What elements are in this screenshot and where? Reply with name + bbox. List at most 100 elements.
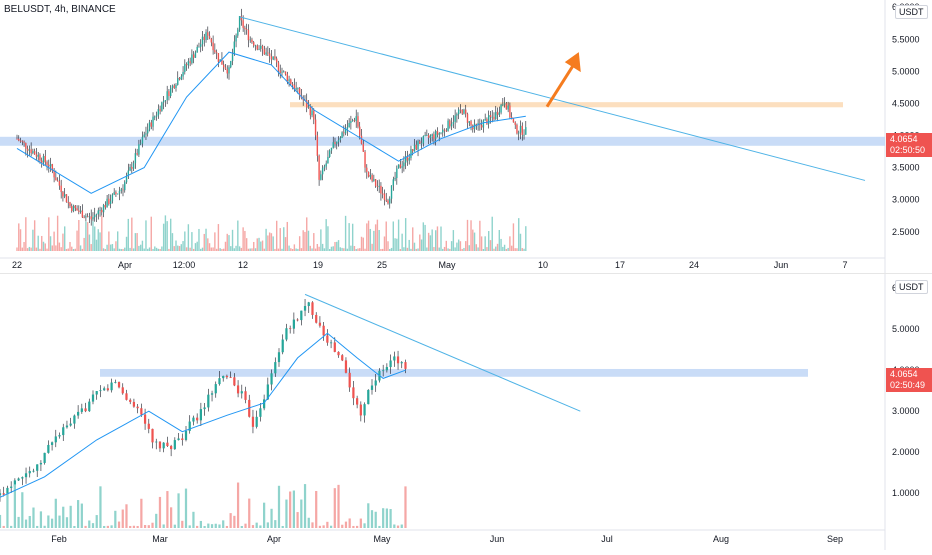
candle (65, 194, 68, 203)
candle (344, 360, 348, 373)
volume-bar (433, 247, 435, 251)
volume-bar (28, 515, 31, 528)
top-x-tick: 17 (615, 260, 625, 270)
candle (260, 45, 262, 49)
candle (452, 121, 455, 124)
candle (129, 399, 132, 402)
bottom-unit-label[interactable]: USDT (895, 280, 928, 294)
volume-bar (0, 514, 2, 528)
volume-bar (47, 515, 50, 528)
candle (184, 64, 186, 72)
candle (359, 126, 361, 136)
volume-bar (151, 522, 154, 528)
volume-bar (505, 248, 508, 251)
candle (203, 36, 205, 40)
volume-bar (97, 229, 99, 251)
candle (406, 156, 409, 161)
volume-bar (404, 218, 407, 251)
volume-bar (387, 241, 389, 251)
panel-divider (0, 273, 932, 274)
volume-bar (42, 241, 45, 251)
volume-bar (86, 222, 89, 251)
candle (95, 214, 98, 215)
candle (114, 382, 117, 383)
volume-bar (450, 241, 453, 251)
volume-bar (298, 236, 301, 251)
candle (507, 105, 509, 110)
candle (155, 115, 158, 117)
candle (192, 417, 195, 422)
volume-bar (357, 248, 359, 251)
candle (412, 149, 414, 152)
candle (256, 45, 258, 50)
candle (313, 110, 315, 120)
candle (200, 44, 202, 47)
candle (311, 110, 313, 116)
candle (263, 399, 266, 409)
volume-bar (323, 248, 326, 251)
volume-bar (300, 499, 303, 528)
volume-bar (221, 248, 223, 251)
candle (270, 373, 273, 385)
volume-bar (311, 248, 313, 251)
candle (199, 409, 202, 421)
candle (78, 210, 80, 212)
candle (435, 131, 437, 139)
candle (449, 120, 451, 127)
candle (99, 209, 101, 211)
volume-bar (359, 248, 361, 251)
volume-bar (175, 240, 177, 251)
top-unit-label[interactable]: USDT (895, 5, 928, 19)
volume-bar (512, 223, 515, 251)
candle (219, 59, 221, 62)
candle (39, 462, 43, 465)
candle (131, 167, 133, 169)
candle (364, 151, 366, 168)
candle (350, 121, 352, 123)
volume-bar (148, 247, 151, 251)
candle (385, 199, 387, 201)
volume-bar (16, 247, 18, 251)
volume-bar (292, 490, 295, 528)
volume-bar (48, 217, 50, 251)
volume-bar (289, 491, 292, 528)
candle (86, 216, 89, 218)
volume-bar (270, 508, 273, 528)
volume-bar (131, 217, 133, 251)
candle (108, 198, 110, 204)
candle (94, 214, 96, 218)
volume-bar (251, 525, 255, 528)
volume-bar (158, 496, 162, 528)
candle (279, 70, 281, 73)
volume-bar (6, 493, 9, 528)
candle (71, 206, 73, 212)
volume-bar (293, 244, 296, 251)
candle (189, 61, 191, 64)
volume-bar (140, 498, 143, 528)
volume-bar (51, 245, 54, 251)
volume-bar (367, 503, 370, 528)
candle (429, 135, 432, 138)
top-last-price: 4.0654 (890, 134, 918, 144)
candle (286, 74, 288, 82)
volume-bar (94, 226, 96, 251)
volume-bar (152, 248, 154, 251)
candle (58, 435, 61, 437)
candle (84, 408, 87, 412)
candle (103, 388, 106, 391)
candle (277, 62, 280, 71)
volume-bar (54, 498, 57, 528)
candle (235, 35, 237, 42)
candle (500, 104, 502, 113)
volume-bar (138, 245, 140, 251)
volume-bar (74, 248, 76, 251)
candle (440, 132, 442, 134)
volume-bar (71, 246, 73, 251)
volume-bar (518, 218, 520, 251)
candle (436, 131, 439, 135)
candle (274, 362, 277, 374)
candle (251, 39, 253, 43)
volume-bar (110, 525, 113, 528)
